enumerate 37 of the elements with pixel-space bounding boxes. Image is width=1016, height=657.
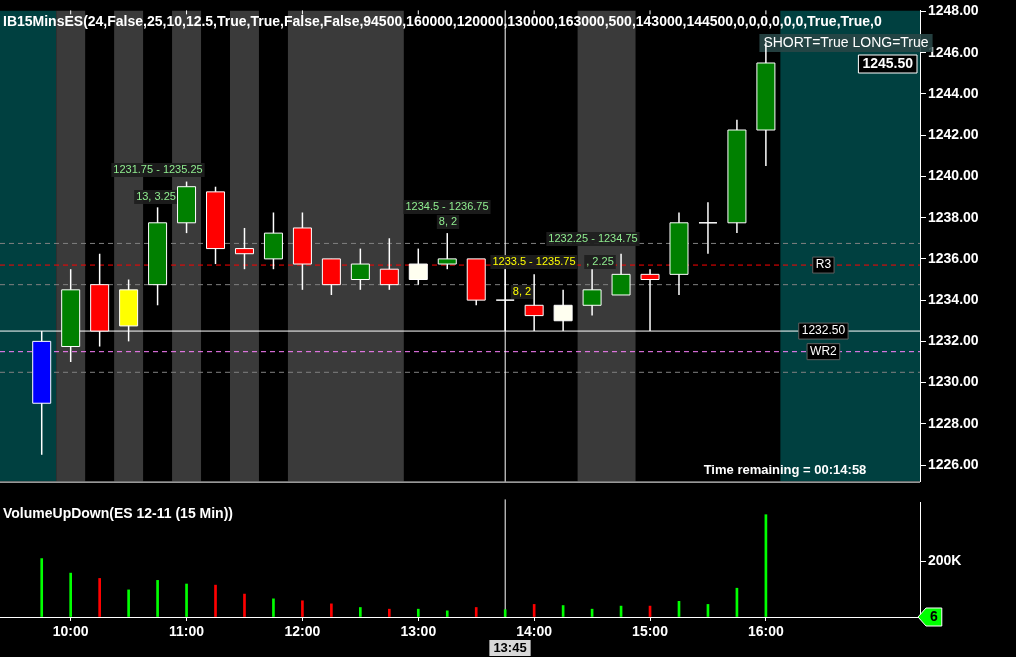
ref-line-label: 1232.50 — [801, 323, 846, 338]
y-tick-label: 200K — [928, 551, 962, 568]
annotation: 8, 2 — [438, 215, 458, 228]
x-tick-label: 12:00 — [284, 623, 321, 640]
ref-line-label: R3 — [815, 257, 832, 272]
x-tick-label: 14:00 — [516, 623, 553, 640]
annotation: 8, 2 — [512, 285, 532, 298]
x-tick-label: 13:00 — [400, 623, 437, 640]
chart-title: VolumeUpDown(ES 12-11 (15 Min)) — [3, 505, 233, 522]
annotation: 1231.75 - 1235.25 — [113, 163, 203, 176]
y-tick-label: 1242.00 — [928, 126, 979, 143]
annotation: SHORT=True LONG=True — [763, 33, 929, 50]
x-tick-label: 10:00 — [52, 623, 89, 640]
y-tick-label: 1240.00 — [928, 167, 979, 184]
annotation: , 2.25 — [586, 255, 614, 268]
annotation: 1245.50 — [862, 54, 914, 71]
y-tick-label: 1238.00 — [928, 208, 979, 225]
x-tick-label: 11:00 — [169, 623, 205, 640]
y-tick-label: 1248.00 — [928, 2, 979, 19]
x-tick-label: 15:00 — [632, 623, 669, 640]
y-tick-label: 1226.00 — [928, 455, 979, 472]
y-tick-label: 1232.00 — [928, 332, 979, 349]
annotation: 1232.25 - 1234.75 — [548, 232, 638, 245]
y-tick-label: 1236.00 — [928, 249, 979, 266]
text: 13:45 — [493, 639, 527, 655]
y-tick-label: 1234.00 — [928, 290, 979, 307]
y-tick-label: 1244.00 — [928, 84, 979, 101]
y-tick-label: 1246.00 — [928, 43, 979, 60]
ref-line-label: WR2 — [810, 344, 838, 358]
annotation: 13, 3.25 — [136, 190, 176, 203]
annotation: 1234.5 - 1236.75 — [405, 200, 489, 213]
annotation: 1233.5 - 1235.75 — [492, 255, 576, 268]
y-tick-label: 1228.00 — [928, 414, 979, 431]
x-tick-label: 16:00 — [747, 623, 785, 640]
annotation: Time remaining = 00:14:58 — [703, 461, 867, 477]
text: 6 — [930, 607, 938, 624]
y-tick-label: 1230.00 — [928, 373, 979, 390]
